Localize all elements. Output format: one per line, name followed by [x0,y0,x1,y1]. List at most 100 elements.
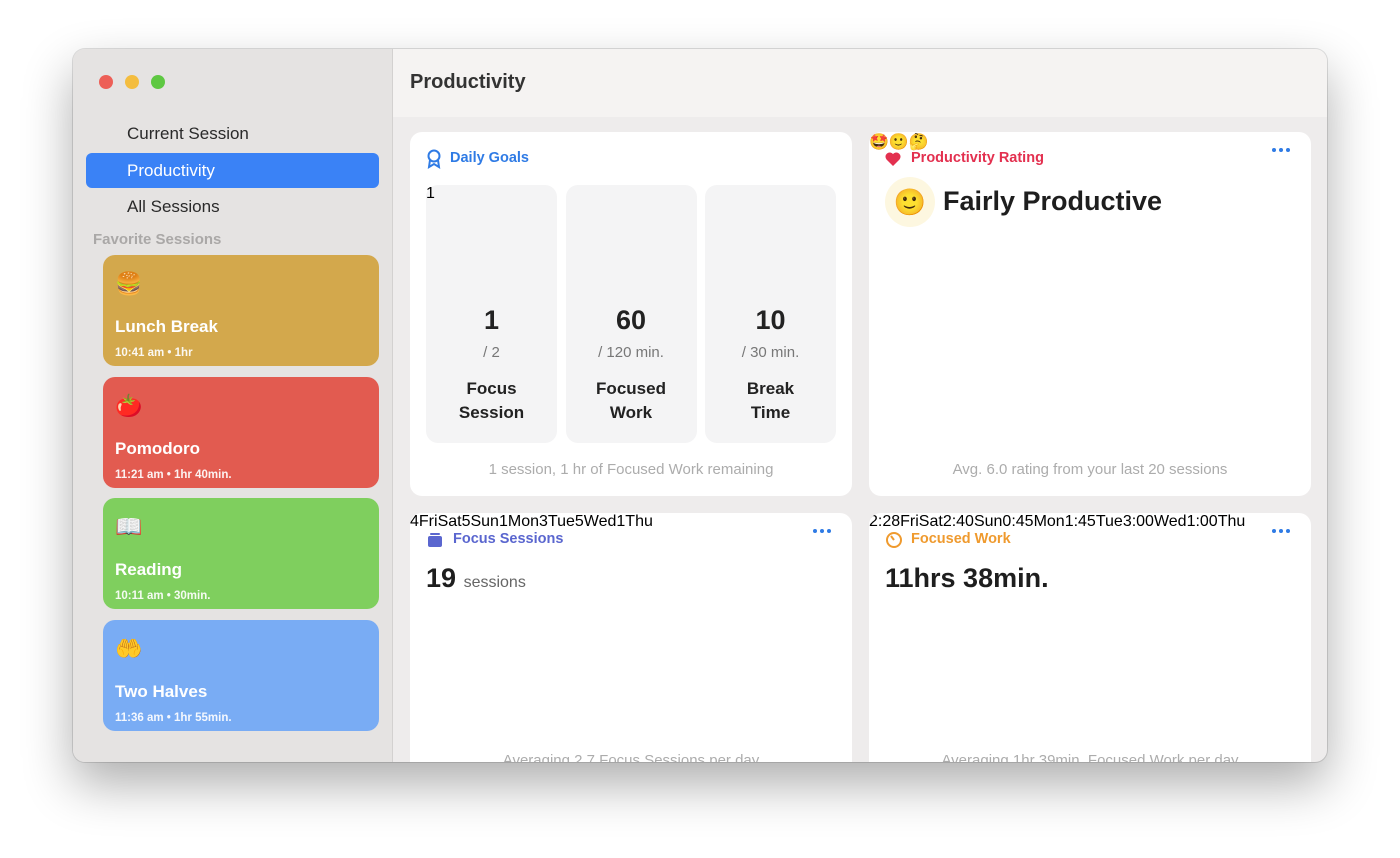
session-emoji: 🤲 [115,635,143,661]
favorite-session[interactable]: 📖 Reading 10:11 am • 30min. [103,498,379,609]
goal-ring: 1 [426,185,435,203]
focus-sessions-card: Focus Sessions 19 sessions Averaging 2.7… [410,513,852,762]
total-unit: sessions [463,574,526,591]
badge-count: 1 [426,185,435,202]
focused-work-card: Focused Work 11hrs 38min. Averaging 1hr … [869,513,1311,762]
section-title: Favorite Sessions [93,231,222,248]
x-tick-label: Tue [1095,513,1123,530]
session-detail: 11:36 am • 1hr 55min. [115,711,232,724]
goal-tile: 1 1 / 2 Focus Session [426,185,557,443]
x-tick-label: Fri [418,513,438,530]
bar-value-label: 3 [538,513,548,530]
total: 11hrs 38min. [885,563,1049,593]
stack-icon [428,533,442,547]
x-tick-label: Sun [470,513,499,530]
footnote: 1 session, 1 hr of Focused Work remainin… [488,461,774,478]
bar-chart: 2:28FriSat2:40Sun0:45Mon1:45Tue3:00Wed1:… [869,513,1245,531]
footnote: Averaging 1hr 39min. Focused Work per da… [941,752,1239,762]
bar-value-label: 1:45 [1064,513,1096,530]
x-tick-label: Thu [625,513,653,530]
goal-label: Focused Work [596,379,666,422]
bar-value-label: 4 [410,513,419,530]
card-title: Productivity Rating [911,150,1044,166]
goal-tile: 10 / 30 min. Break Time [705,185,836,443]
minimize-button[interactable] [125,75,139,89]
bar-value-label: 3:00 [1122,513,1154,530]
zoom-button[interactable] [151,75,165,89]
x-tick-label: Mon [507,513,539,530]
goal-target: / 120 min. [598,344,664,361]
heart-icon [885,152,901,166]
goal-value: 60 [615,305,647,335]
daily-goals-card: Daily Goals 1 session, 1 hr of Focused W… [410,132,852,496]
session-emoji: 🍔 [115,271,143,296]
footnote: Averaging 2.7 Focus Sessions per day [502,752,760,762]
y-tick-label: 🙂 [888,134,909,151]
bar-value-label: 2:40 [942,513,974,530]
goal-tile: 60 / 120 min. Focused Work [565,185,697,443]
sidebar: Favorite Sessions Current Session Product… [73,49,393,762]
window-title: Productivity [410,71,526,93]
card-title: Focused Work [911,531,1011,547]
nav-item[interactable]: Productivity [86,152,379,188]
bar-value-label: 5 [461,513,471,530]
goal-value: 10 [755,305,786,335]
rating-heading: Fairly Productive [943,186,1163,216]
rating-card: Productivity Rating 🙂 Fairly Productive … [869,132,1311,496]
close-button[interactable] [99,75,113,89]
award-icon [427,149,441,169]
footnote: Avg. 6.0 rating from your last 20 sessio… [952,461,1228,478]
session-detail: 10:41 am • 1hr [115,347,193,359]
session-detail: 10:11 am • 30min. [115,590,211,602]
x-tick-label: Sat [918,513,943,530]
x-tick-label: Sun [973,513,1003,530]
more-button[interactable] [1271,527,1291,535]
nav-label: Productivity [127,160,215,180]
session-name: Pomodoro [115,438,200,458]
x-tick-label: Tue [547,513,575,530]
nav-item[interactable]: Current Session [86,116,379,151]
goal-label: Break Time [746,379,795,422]
more-button[interactable] [812,527,832,535]
x-tick-label: Thu [1217,513,1246,530]
total-value: 19 [426,563,457,593]
goal-value: 1 [483,305,500,335]
card-title: Focus Sessions [453,531,564,547]
favorite-session[interactable]: 🤲 Two Halves 11:36 am • 1hr 55min. [103,619,379,731]
goal-label: Focus Session [458,379,525,422]
bar-value-label: 2:28 [869,513,901,530]
nav-item[interactable]: All Sessions [86,189,379,224]
rating-chart: 🤩🙂🤔 [869,132,929,152]
favorite-session[interactable]: 🍔 Lunch Break 10:41 am • 1hr [103,255,379,366]
bar-chart: 4FriSat5Sun1Mon3Tue5Wed1Thu [410,513,653,531]
bar-value-label: 1 [616,513,626,530]
card-title: Daily Goals [450,150,529,166]
bar-value-label: 1:00 [1186,513,1218,530]
session-emoji: 🍅 [115,392,143,418]
x-tick-label: Mon [1033,513,1065,530]
timer-icon [886,532,902,548]
bar-value-label: 1 [498,513,508,530]
app-window: Favorite Sessions Current Session Product… [73,49,1327,762]
x-tick-label: Sat [437,513,462,530]
session-detail: 11:21 am • 1hr 40min. [115,468,232,481]
session-name: Lunch Break [115,317,218,336]
bar-value-label: 0:45 [1002,513,1034,530]
toolbar: Productivity [393,49,1327,117]
session-name: Reading [115,560,183,579]
mood-icon: 🙂 [885,177,935,227]
goal-target: / 30 min. [741,344,800,361]
favorite-session[interactable]: 🍅 Pomodoro 11:21 am • 1hr 40min. [103,376,379,488]
x-tick-label: Wed [583,513,617,530]
nav-label: All Sessions [127,197,220,216]
y-tick-label: 🤔 [908,134,929,151]
x-tick-label: Fri [900,513,919,530]
total: 19 sessions [426,563,526,594]
bar-value-label: 5 [574,513,584,530]
nav-label: Current Session [127,124,249,143]
more-button[interactable] [1271,146,1291,154]
y-tick-label: 🤩 [869,134,889,151]
x-tick-label: Wed [1153,513,1187,530]
session-emoji: 📖 [115,514,143,539]
